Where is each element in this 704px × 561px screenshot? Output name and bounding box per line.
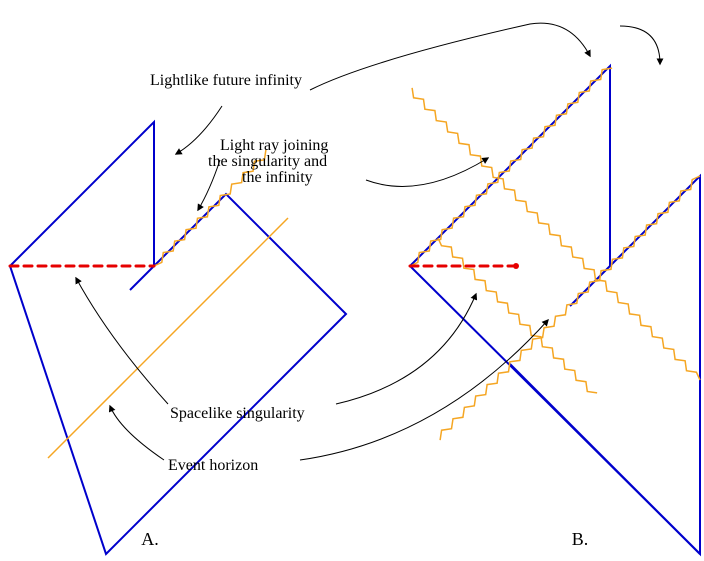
panel-b-ray-extra: [438, 238, 597, 393]
panel-a: [10, 122, 346, 554]
horizon-arrow-1: [300, 320, 548, 460]
panel-b: [410, 66, 700, 554]
lightlike-arrow-1: [310, 23, 590, 90]
panel-a-label: A.: [141, 529, 159, 549]
panel-a-event-horizon: [48, 218, 288, 458]
panel-b-boundary: [410, 66, 700, 554]
label-lightray-2: the singularity and: [208, 153, 327, 170]
label-spacelike: Spacelike singularity: [170, 405, 305, 422]
panel-b-ray-1: [412, 88, 700, 380]
panel-b-label: B.: [572, 529, 589, 549]
spacelike-arrow-0: [76, 278, 168, 404]
label-lightray-1: Light ray joining: [220, 137, 328, 154]
lightlike-arrow-2: [620, 26, 660, 64]
label-lightlike: Lightlike future infinity: [150, 72, 302, 89]
label-horizon: Event horizon: [168, 457, 258, 474]
label-lightray-3: the infinity: [242, 169, 313, 186]
lightlike-arrow-0: [176, 106, 222, 154]
lightray-arrow-1: [366, 158, 488, 186]
panel-b-boundary-inner: [510, 364, 700, 554]
panel-b-singularity-dot: [513, 263, 519, 269]
horizon-arrow-0: [110, 406, 164, 460]
panel-a-boundary: [10, 122, 346, 554]
